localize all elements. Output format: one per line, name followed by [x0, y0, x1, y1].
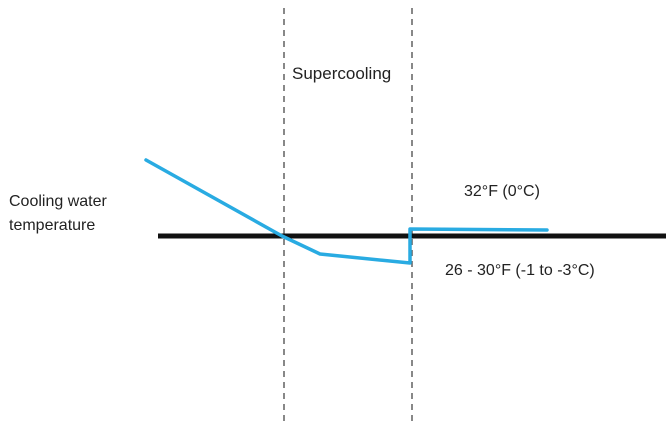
freezing-point-label: 32°F (0°C) — [464, 183, 540, 200]
axis-label-line2: temperature — [9, 217, 96, 234]
axis-label-line1: Cooling water — [9, 193, 107, 210]
supercooled-range-label: 26 - 30°F (-1 to -3°C) — [445, 262, 595, 279]
temperature-curve — [144, 158, 549, 265]
axis-label: Cooling water temperature — [9, 190, 107, 238]
supercooling-region-label: Supercooling — [292, 64, 392, 83]
